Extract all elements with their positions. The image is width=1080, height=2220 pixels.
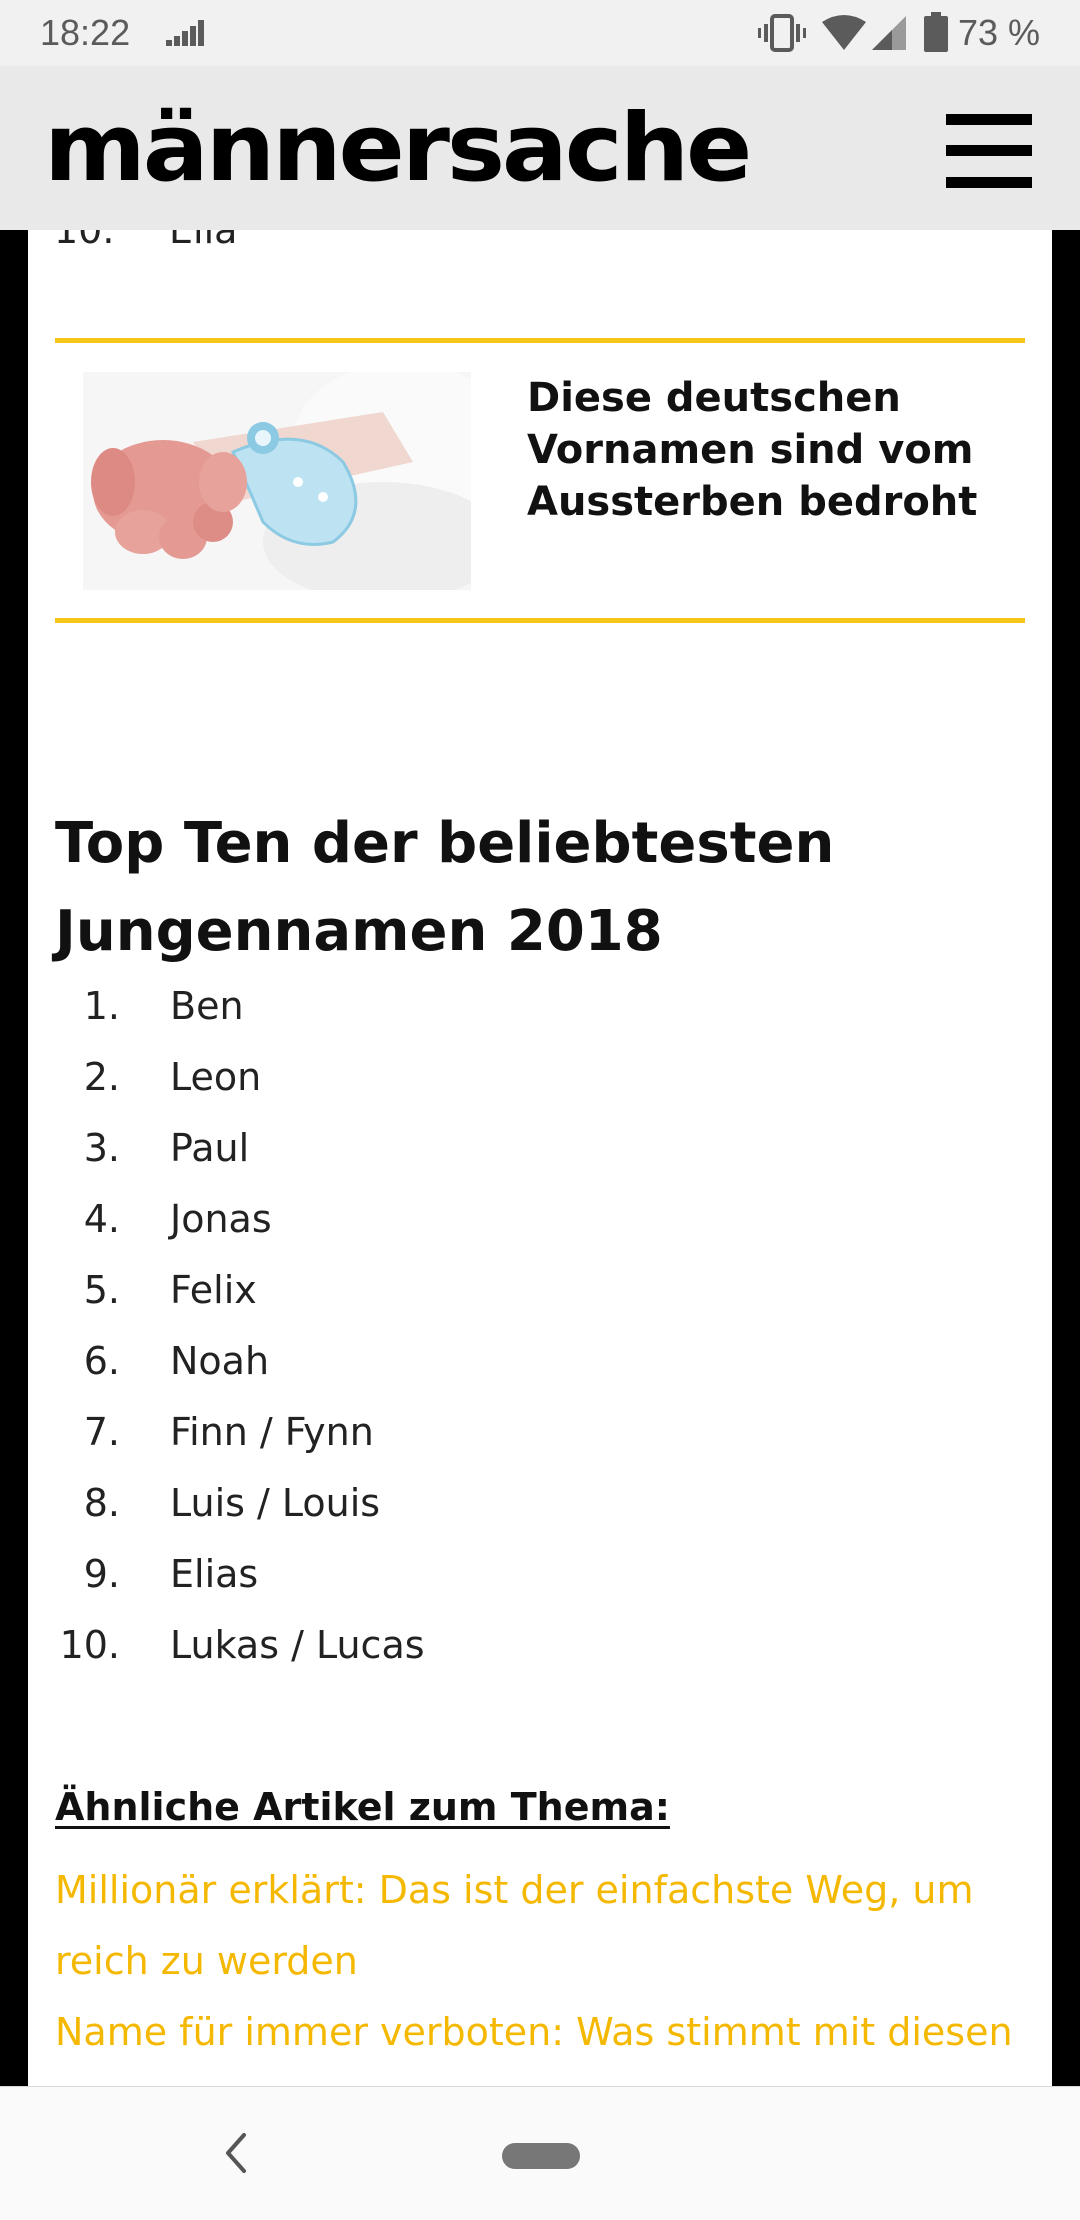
list-item: 9. Elias bbox=[55, 1552, 1015, 1623]
list-item: 1. Ben bbox=[55, 984, 1015, 1055]
signal-bars-icon bbox=[166, 20, 204, 46]
hamburger-menu-icon bbox=[946, 177, 1032, 188]
list-item: 5. Felix bbox=[55, 1268, 1015, 1339]
list-item-number: 1. bbox=[83, 984, 120, 1028]
vibrate-icon bbox=[758, 14, 806, 52]
list-item-number: 9. bbox=[83, 1552, 120, 1596]
related-articles-heading: Ähnliche Artikel zum Thema: bbox=[55, 1785, 670, 1829]
divider-top bbox=[55, 338, 1025, 343]
list-item-name: Ella bbox=[169, 230, 238, 252]
related-article-link[interactable]: Millionär erklärt: Das ist der einfachst… bbox=[55, 1868, 974, 1983]
battery-icon bbox=[924, 12, 948, 52]
hamburger-menu-icon bbox=[946, 145, 1032, 156]
cell-signal-icon bbox=[872, 16, 906, 50]
brand-logo[interactable]: männersache bbox=[44, 94, 752, 203]
list-item: 3. Paul bbox=[55, 1126, 1015, 1197]
top-ten-list: 1. Ben 2. Leon 3. Paul 4. Jonas 5. Felix 6. No… bbox=[55, 984, 1015, 1694]
back-chevron-icon[interactable] bbox=[218, 2125, 252, 2181]
list-item-number: 2. bbox=[83, 1055, 120, 1099]
list-item-name: Luis / Louis bbox=[170, 1481, 381, 1525]
list-item: 10. Lukas / Lucas bbox=[55, 1623, 1015, 1694]
baby-hand-illustration bbox=[83, 372, 471, 590]
list-item-name: Leon bbox=[170, 1055, 262, 1099]
related-article-card[interactable]: Diese deutschen Vornamen sind vom Ausste… bbox=[55, 342, 1025, 622]
list-item-number: 6. bbox=[83, 1339, 120, 1383]
list-item-name: Ben bbox=[170, 984, 244, 1028]
list-item-number: 4. bbox=[83, 1197, 120, 1241]
list-item-name: Elias bbox=[170, 1552, 259, 1596]
status-bar: 18:22 73 % bbox=[0, 0, 1080, 66]
home-pill-icon[interactable] bbox=[502, 2143, 580, 2169]
article-content: 10. Ella bbox=[28, 230, 1052, 2086]
list-item: 2. Leon bbox=[55, 1055, 1015, 1126]
list-item-number: 10. bbox=[54, 230, 115, 252]
wifi-icon bbox=[822, 15, 866, 50]
baby-hand-hospital-bracelet-image[interactable] bbox=[83, 372, 471, 590]
list-item: 7. Finn / Fynn bbox=[55, 1410, 1015, 1481]
list-item-number: 8. bbox=[83, 1481, 120, 1525]
divider-bottom bbox=[55, 618, 1025, 623]
related-article-link[interactable]: Name für immer verboten: Was stimmt mit … bbox=[55, 2010, 1013, 2086]
hamburger-menu-icon bbox=[946, 114, 1032, 125]
top-ten-heading: Top Ten der beliebtesten Jungennamen 201… bbox=[55, 811, 835, 964]
list-item-number: 5. bbox=[83, 1268, 120, 1312]
list-item-name: Finn / Fynn bbox=[170, 1410, 374, 1454]
related-article-title[interactable]: Diese deutschen Vornamen sind vom Ausste… bbox=[527, 375, 978, 525]
hamburger-menu-button[interactable] bbox=[946, 114, 1032, 188]
list-item-number: 10. bbox=[59, 1623, 120, 1667]
list-item: 4. Jonas bbox=[55, 1197, 1015, 1268]
site-header: männersache bbox=[0, 66, 1080, 230]
list-item-name: Jonas bbox=[170, 1197, 272, 1241]
list-item-number: 7. bbox=[83, 1410, 120, 1454]
list-item: 8. Luis / Louis bbox=[55, 1481, 1015, 1552]
list-item-name: Lukas / Lucas bbox=[170, 1623, 425, 1667]
status-time: 18:22 bbox=[40, 12, 131, 53]
navigation-bar bbox=[0, 2086, 1080, 2220]
list-item-name: Noah bbox=[170, 1339, 270, 1383]
list-item-number: 3. bbox=[83, 1126, 120, 1170]
battery-percent: 73 % bbox=[958, 12, 1041, 53]
list-item-name: Felix bbox=[170, 1268, 257, 1312]
list-item: 6. Noah bbox=[55, 1339, 1015, 1410]
list-item-name: Paul bbox=[170, 1126, 250, 1170]
